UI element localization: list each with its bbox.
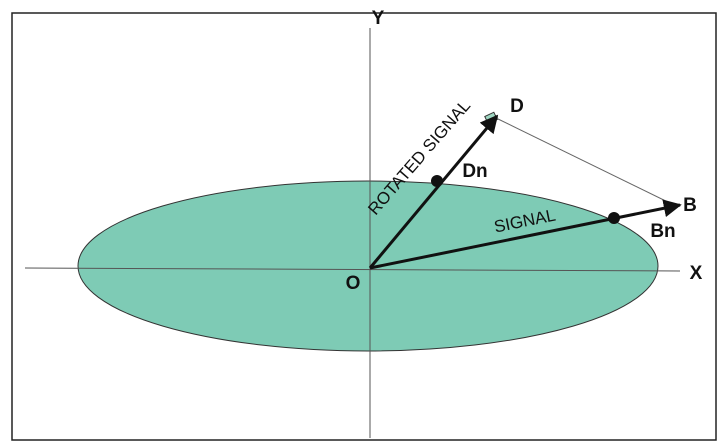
signal-vector (369, 199, 682, 270)
y-label: Y (372, 8, 385, 29)
b-label: B (683, 195, 697, 216)
bn-label: Bn (650, 221, 675, 242)
connector (495, 117, 677, 207)
dn-label: Dn (462, 161, 487, 182)
dn-dot (431, 175, 443, 187)
origin-label: O (346, 273, 361, 294)
ellipse (77, 180, 659, 352)
x-label: X (690, 263, 703, 284)
d-label: D (510, 96, 524, 117)
bn-dot (608, 212, 620, 224)
x-axis (24, 267, 681, 272)
rotated-vector (368, 114, 499, 269)
